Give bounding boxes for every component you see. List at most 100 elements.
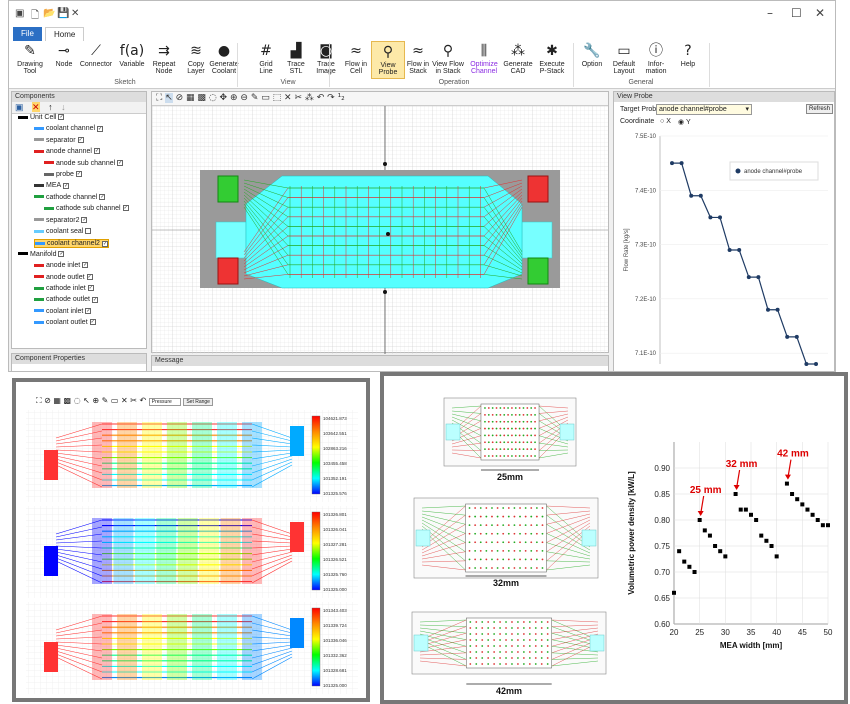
fit-view-icon[interactable]: ⛶: [36, 396, 42, 405]
tree-item[interactable]: coolant channel2 ✓: [34, 239, 109, 249]
view-flow-in-stack-button[interactable]: ⚲ View Flow in Stack: [431, 41, 465, 79]
visibility-checkbox[interactable]: ✓: [117, 159, 124, 166]
move-up-icon[interactable]: ↑: [48, 102, 53, 112]
generate-cad-button[interactable]: ⁂ Generate CAD: [501, 41, 535, 79]
undo-icon[interactable]: ↶: [316, 93, 325, 103]
tree-item[interactable]: separator2 ✓: [34, 216, 88, 224]
tree-item[interactable]: MEA ✓: [34, 182, 70, 189]
visibility-checkbox[interactable]: ✓: [86, 273, 93, 280]
delete-cross-icon[interactable]: ✕: [121, 396, 128, 405]
link-icon[interactable]: ⊘: [44, 396, 51, 405]
visibility-checkbox[interactable]: ✓: [77, 136, 84, 143]
scissors-icon[interactable]: ✂: [294, 93, 302, 103]
set-range-button[interactable]: Set Range: [183, 398, 213, 406]
tree-item[interactable]: Unit Cell ✓: [18, 114, 65, 121]
optimize-channel-button[interactable]: ⫼ Optimize Channel: [467, 41, 501, 79]
circle-dotted-icon[interactable]: ◌: [208, 93, 217, 103]
flow-in-stack-button[interactable]: ≈ Flow in Stack: [401, 41, 435, 79]
infor-mation-button[interactable]: ⓘ Infor- mation: [639, 41, 673, 79]
nodes-icon[interactable]: ⁂: [304, 93, 314, 103]
tree-item[interactable]: cathode sub channel ✓: [44, 205, 129, 212]
connector-button[interactable]: ⟋ Connector: [79, 41, 113, 79]
repeat-node-button[interactable]: ⇉ Repeat Node: [147, 41, 181, 79]
visibility-checkbox[interactable]: ✓: [58, 114, 65, 121]
minimize-icon[interactable]: –: [767, 6, 773, 20]
trace-image-button[interactable]: ◙ Trace Image: [309, 41, 343, 79]
visibility-checkbox[interactable]: ✓: [85, 307, 92, 314]
tree-item[interactable]: coolant inlet ✓: [34, 307, 92, 315]
grid-view-icon[interactable]: ▦: [186, 93, 195, 103]
scissors-icon[interactable]: ✂: [130, 396, 137, 405]
tree-item[interactable]: anode sub channel ✓: [44, 159, 124, 167]
target-probe-select[interactable]: anode channel#probe ▾: [656, 104, 752, 115]
variable-button[interactable]: f(a) Variable: [115, 41, 149, 79]
visibility-checkbox[interactable]: ✓: [82, 262, 89, 269]
pan-icon[interactable]: ✥: [219, 93, 228, 103]
execute-p-stack-button[interactable]: ✱ Execute P-Stack: [535, 41, 569, 79]
undo-icon[interactable]: ↶: [139, 396, 147, 405]
dotted-rect-icon[interactable]: ⬚: [272, 93, 282, 103]
visibility-checkbox[interactable]: ✓: [97, 125, 104, 132]
pencil-icon[interactable]: ✎: [250, 93, 259, 103]
window-close-icon[interactable]: ✕: [815, 6, 826, 20]
visibility-checkbox[interactable]: ✓: [58, 250, 65, 257]
field-select[interactable]: Pressure: [148, 398, 181, 406]
visibility-checkbox[interactable]: ✓: [122, 205, 129, 212]
tab-home[interactable]: Home: [45, 27, 85, 41]
tree-item[interactable]: cathode inlet ✓: [34, 285, 94, 292]
tree-item[interactable]: separator ✓: [34, 137, 84, 144]
visibility-checkbox[interactable]: ✓: [81, 216, 88, 223]
select-arrow-icon[interactable]: ↖: [165, 93, 173, 103]
visibility-checkbox[interactable]: ✓: [99, 193, 106, 200]
move-down-icon[interactable]: ↓: [61, 102, 66, 112]
select-arrow-icon[interactable]: ↖: [83, 396, 90, 405]
tree-item[interactable]: coolant channel ✓: [34, 125, 104, 132]
refresh-button[interactable]: Refresh: [806, 104, 834, 114]
visibility-checkbox[interactable]: ✓: [75, 171, 82, 178]
view-probe-button[interactable]: ⚲ View Probe: [371, 41, 405, 79]
add-icon[interactable]: ▣: [15, 102, 24, 112]
option-button[interactable]: 🔧 Option: [575, 41, 609, 79]
delete-icon[interactable]: ✕: [32, 102, 40, 112]
visibility-checkbox[interactable]: ✓: [63, 182, 70, 189]
redo-icon[interactable]: ↷: [327, 93, 335, 103]
coord-x-radio[interactable]: ○ X: [660, 118, 671, 125]
open-folder-icon[interactable]: 📂: [43, 8, 56, 19]
help-button[interactable]: ? Help: [671, 41, 705, 79]
visibility-checkbox[interactable]: ✓: [87, 285, 94, 292]
tree-item[interactable]: anode inlet ✓: [34, 262, 89, 269]
link-icon[interactable]: ⊘: [175, 93, 184, 103]
drawing-tool-button[interactable]: ✎ Drawing Tool: [13, 41, 47, 79]
coord-y-radio[interactable]: ◉ Y: [678, 119, 691, 126]
save-icon[interactable]: 💾: [57, 8, 70, 19]
generate-coolant-button[interactable]: ● Generate Coolant: [207, 41, 241, 79]
rectangle-icon[interactable]: ▭: [110, 396, 119, 405]
delete-cross-icon[interactable]: ✕: [284, 93, 292, 103]
tree-item[interactable]: anode channel ✓: [34, 148, 100, 155]
palette-icon[interactable]: ▩: [63, 396, 72, 405]
circle-dotted-icon[interactable]: ◌: [73, 396, 81, 405]
design-canvas[interactable]: [152, 106, 608, 354]
palette-icon[interactable]: ▩: [197, 93, 206, 103]
rectangle-icon[interactable]: ▭: [261, 93, 270, 103]
zoom-in-icon[interactable]: ⊕: [92, 396, 100, 405]
trace-stl-button[interactable]: ▟ Trace STL: [279, 41, 313, 79]
flow-in-cell-button[interactable]: ≈ Flow in Cell: [339, 41, 373, 79]
node-button[interactable]: ⊸ Node: [47, 41, 81, 79]
pencil-icon[interactable]: ✎: [101, 396, 109, 405]
fit-view-icon[interactable]: ⛶: [156, 93, 163, 103]
tree-item[interactable]: coolant outlet ✓: [34, 319, 96, 326]
visibility-checkbox[interactable]: ✓: [101, 240, 108, 247]
close-x-icon[interactable]: ✕: [71, 8, 80, 19]
tab-file[interactable]: File: [13, 27, 42, 41]
numbering-icon[interactable]: ¹₂: [337, 93, 345, 103]
tree-item[interactable]: anode outlet ✓: [34, 274, 93, 281]
grid-view-icon[interactable]: ▦: [53, 396, 61, 405]
tree-item[interactable]: coolant seal: [34, 228, 92, 235]
zoom-out-icon[interactable]: ⊖: [240, 93, 248, 103]
tree-item[interactable]: cathode outlet ✓: [34, 296, 98, 303]
tree-item[interactable]: Manifold ✓: [18, 250, 65, 258]
visibility-checkbox[interactable]: ✓: [89, 319, 96, 326]
default-layout-button[interactable]: ▭ Default Layout: [607, 41, 641, 79]
maximize-icon[interactable]: ☐: [791, 6, 802, 20]
